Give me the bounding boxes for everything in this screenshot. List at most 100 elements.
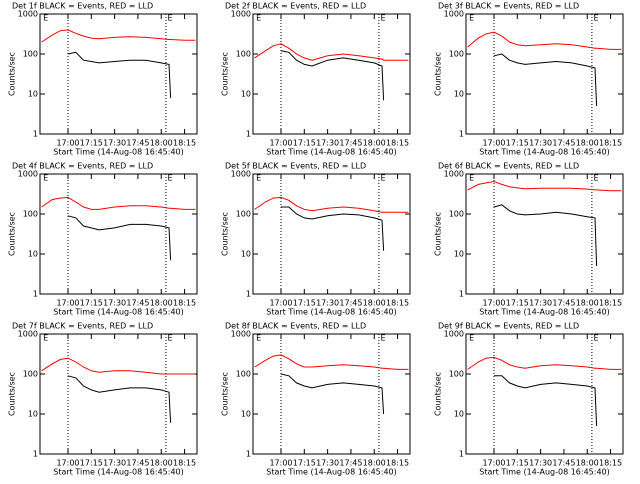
- annotation: E: [593, 174, 598, 183]
- data-line: [41, 196, 196, 210]
- y-tick-label: 1000: [231, 170, 251, 179]
- plot-frame: [465, 13, 624, 135]
- x-tick-label: 18:00: [150, 299, 173, 308]
- x-tick-label: 17:15: [80, 139, 103, 148]
- x-tick-label: 17:45: [126, 139, 149, 148]
- x-tick-label: 18:00: [150, 459, 173, 468]
- y-tick-label: 1000: [18, 330, 38, 339]
- plot-frame: [465, 173, 624, 295]
- annotation: E: [167, 174, 172, 183]
- x-axis-label: Start Time (14-Aug-08 16:45:40): [266, 468, 397, 477]
- y-tick-label: 1000: [444, 170, 464, 179]
- y-tick-label: 10: [241, 250, 251, 259]
- data-line: [254, 43, 409, 61]
- y-axis-label: Counts/sec: [221, 372, 230, 416]
- x-tick-label: 17:00: [56, 139, 79, 148]
- annotation: E: [380, 14, 385, 23]
- data-line: [493, 53, 598, 107]
- x-tick-label: 17:45: [552, 459, 575, 468]
- y-tick-label: 100: [236, 50, 251, 59]
- x-tick-label: 18:00: [363, 459, 386, 468]
- y-tick-label: 1000: [444, 10, 464, 19]
- plot-frame: [465, 333, 624, 455]
- x-axis-label: Start Time (14-Aug-08 16:45:40): [53, 148, 184, 157]
- x-tick-label: 17:00: [269, 139, 292, 148]
- x-tick-label: 17:45: [552, 139, 575, 148]
- x-tick-label: 17:15: [506, 139, 529, 148]
- x-tick-label: 18:15: [599, 299, 622, 308]
- chart-title: Det 4f BLACK = Events, RED = LLD: [12, 162, 153, 171]
- data-line: [67, 215, 172, 261]
- x-tick-label: 17:30: [316, 139, 339, 148]
- data-line: [493, 204, 598, 267]
- x-tick-label: 18:00: [576, 139, 599, 148]
- annotation: E: [167, 334, 172, 343]
- chart-title: Det 5f BLACK = Events, RED = LLD: [225, 162, 366, 171]
- y-tick-label: 10: [454, 250, 464, 259]
- y-tick-label: 1: [33, 130, 38, 139]
- x-axis-label: Start Time (14-Aug-08 16:45:40): [53, 308, 184, 317]
- x-tick-label: 18:15: [599, 459, 622, 468]
- annotation: E: [43, 174, 48, 183]
- chart-title: Det 8f BLACK = Events, RED = LLD: [225, 322, 366, 331]
- x-axis-label: Start Time (14-Aug-08 16:45:40): [266, 308, 397, 317]
- x-tick-label: 17:00: [56, 459, 79, 468]
- annotation: E: [167, 14, 172, 23]
- x-tick-label: 17:15: [80, 459, 103, 468]
- y-axis-label: Counts/sec: [221, 212, 230, 256]
- x-axis-label: Start Time (14-Aug-08 16:45:40): [479, 308, 610, 317]
- data-line: [41, 357, 196, 375]
- annotation: E: [256, 334, 261, 343]
- data-line: [67, 375, 172, 423]
- x-axis-label: Start Time (14-Aug-08 16:45:40): [53, 468, 184, 477]
- data-line: [67, 51, 172, 98]
- x-tick-label: 17:00: [482, 139, 505, 148]
- y-axis-label: Counts/sec: [434, 52, 443, 96]
- chart-title: Det 6f BLACK = Events, RED = LLD: [438, 162, 579, 171]
- x-tick-label: 18:15: [173, 459, 196, 468]
- data-line: [281, 206, 385, 251]
- y-tick-label: 10: [454, 90, 464, 99]
- x-axis-label: Start Time (14-Aug-08 16:45:40): [266, 148, 397, 157]
- x-tick-label: 17:00: [269, 459, 292, 468]
- x-tick-label: 17:15: [506, 299, 529, 308]
- y-axis-label: Counts/sec: [221, 52, 230, 96]
- plot-frame: [39, 173, 198, 295]
- x-tick-label: 18:15: [386, 459, 409, 468]
- chart-title: Det 1f BLACK = Events, RED = LLD: [12, 2, 153, 11]
- chart-title: Det 7f BLACK = Events, RED = LLD: [12, 322, 153, 331]
- annotation: E: [469, 174, 474, 183]
- y-axis-label: Counts/sec: [8, 52, 17, 96]
- x-tick-label: 17:00: [56, 299, 79, 308]
- y-tick-label: 1: [459, 290, 464, 299]
- x-tick-label: 18:15: [386, 299, 409, 308]
- y-tick-label: 100: [23, 370, 38, 379]
- x-tick-label: 17:15: [293, 299, 316, 308]
- x-tick-label: 18:00: [150, 139, 173, 148]
- x-tick-label: 18:15: [173, 139, 196, 148]
- x-tick-label: 17:15: [293, 139, 316, 148]
- y-tick-label: 1000: [18, 170, 38, 179]
- data-line: [254, 354, 409, 370]
- y-axis-label: Counts/sec: [8, 372, 17, 416]
- chart-title: Det 2f BLACK = Events, RED = LLD: [225, 2, 366, 11]
- y-tick-label: 100: [23, 210, 38, 219]
- x-tick-label: 18:15: [599, 139, 622, 148]
- x-tick-label: 17:30: [529, 459, 552, 468]
- plot-frame: [39, 333, 198, 455]
- x-tick-label: 18:00: [576, 299, 599, 308]
- x-tick-label: 17:00: [269, 299, 292, 308]
- annotation: E: [380, 174, 385, 183]
- x-tick-label: 17:15: [80, 299, 103, 308]
- plot-frame: [252, 13, 411, 135]
- x-tick-label: 18:00: [363, 139, 386, 148]
- y-tick-label: 1000: [444, 330, 464, 339]
- plot-frame: [39, 13, 198, 135]
- x-tick-label: 17:30: [103, 139, 126, 148]
- y-tick-label: 1000: [231, 330, 251, 339]
- data-line: [494, 375, 598, 427]
- annotation: E: [593, 334, 598, 343]
- y-tick-label: 1000: [231, 10, 251, 19]
- x-tick-label: 17:45: [126, 459, 149, 468]
